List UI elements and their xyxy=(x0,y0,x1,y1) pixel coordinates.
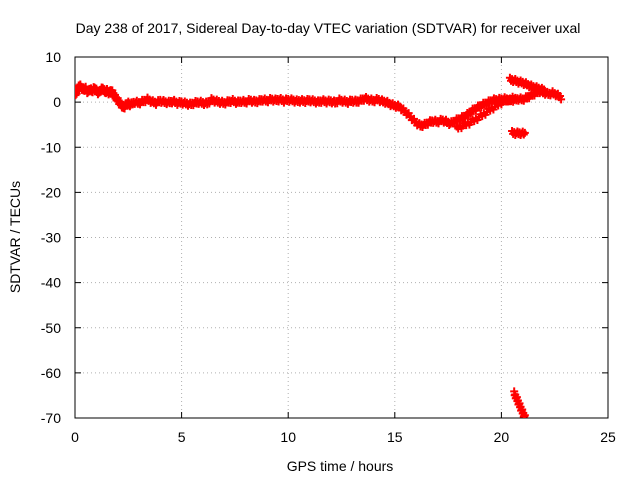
axes xyxy=(74,56,609,419)
y-tick-label: -30 xyxy=(41,230,61,246)
chart-title: Day 238 of 2017, Sidereal Day-to-day VTE… xyxy=(76,20,581,36)
y-axis-label: SDTVAR / TECUs xyxy=(7,181,23,293)
x-axis-label: GPS time / hours xyxy=(287,458,394,474)
y-tick-label: -20 xyxy=(41,184,61,200)
data-point xyxy=(557,95,566,104)
x-tick-label: 5 xyxy=(178,429,186,445)
plot-frame xyxy=(74,56,609,419)
series-short-segment xyxy=(508,127,529,140)
series-main-band xyxy=(75,80,566,131)
series-outlier-arc xyxy=(510,387,529,418)
x-tick-label: 20 xyxy=(494,429,510,445)
y-tick-label: 10 xyxy=(45,49,61,65)
y-tick-label: -40 xyxy=(41,275,61,291)
x-tick-label: 25 xyxy=(600,429,616,445)
y-tick-label: 0 xyxy=(53,94,61,110)
data-point xyxy=(540,85,549,94)
y-tick-label: -10 xyxy=(41,139,61,155)
data-points xyxy=(75,73,566,418)
data-point xyxy=(520,411,529,418)
data-point xyxy=(538,86,547,95)
tick-labels: 0 5 10 15 20 25 10 0 -10 -20 -30 -40 -50 -60 -70 xyxy=(41,49,616,445)
x-tick-label: 15 xyxy=(387,429,403,445)
series-lower-branch xyxy=(452,92,519,133)
series-upper-fragment xyxy=(505,73,549,95)
x-tick-label: 0 xyxy=(71,429,79,445)
x-tick-label: 10 xyxy=(280,429,296,445)
data-point xyxy=(510,94,519,103)
y-tick-label: -60 xyxy=(41,365,61,381)
y-tick-label: -50 xyxy=(41,320,61,336)
data-point xyxy=(520,128,529,137)
y-tick-label: -70 xyxy=(41,410,61,426)
grid xyxy=(75,57,608,418)
